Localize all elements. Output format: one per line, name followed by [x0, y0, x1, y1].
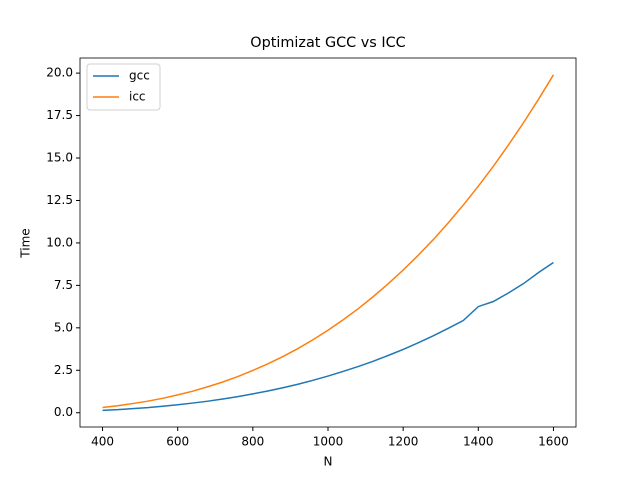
y-tick-label: 15.0 [46, 151, 73, 165]
x-tick-label: 1000 [313, 435, 344, 449]
y-tick-label: 12.5 [46, 193, 73, 207]
line-series [102, 261, 554, 412]
x-tick-label: 1600 [538, 435, 569, 449]
y-axis-label: Time [19, 228, 33, 258]
plot-frame [79, 57, 577, 428]
x-tick-label: 600 [166, 435, 189, 449]
y-tick-label: 17.5 [46, 108, 73, 122]
y-tick-label: 10.0 [46, 235, 73, 249]
y-tick-label: 20.0 [46, 66, 73, 80]
legend-label: icc [129, 90, 146, 104]
x-axis-label: N [324, 455, 333, 469]
y-tick-label: 5.0 [54, 320, 73, 334]
x-tick-label: 800 [241, 435, 264, 449]
x-tick-label: 400 [91, 435, 114, 449]
x-tick-label: 1400 [463, 435, 494, 449]
legend-label: gcc [129, 69, 150, 83]
y-tick-label: 2.5 [54, 363, 73, 377]
line-series [102, 74, 555, 409]
y-tick-label: 0.0 [54, 405, 73, 419]
x-tick-label: 1200 [388, 435, 419, 449]
chart-title: Optimizat GCC vs ICC [250, 35, 405, 51]
y-tick-label: 7.5 [54, 278, 73, 292]
